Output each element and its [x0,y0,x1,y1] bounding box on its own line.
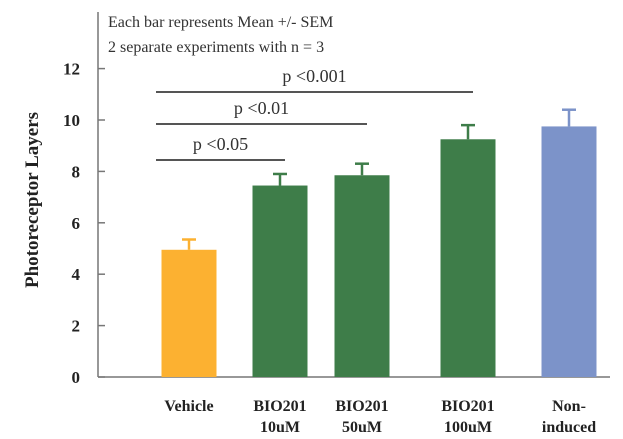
y-axis-label: Photoreceptor Layers [22,112,43,288]
x-tick-label: BIO201 [335,398,388,415]
bar [252,185,308,377]
significance-label: p <0.01 [234,98,289,118]
y-tick-label: 2 [72,317,81,336]
y-tick-label: 0 [72,368,81,387]
x-tick-label: Non- [552,398,586,415]
significance-label: p <0.001 [282,66,346,86]
y-tick-label: 10 [63,111,80,130]
bar [440,139,496,377]
y-tick-label: 8 [72,162,81,181]
y-tick-label: 6 [72,214,81,233]
x-tick-label: BIO201 [441,398,494,415]
annotation-mean-sem: Each bar represents Mean +/- SEM [108,14,333,31]
significance-label: p <0.05 [193,134,248,154]
y-tick-label: 4 [72,265,81,284]
bar [161,249,217,377]
x-tick-label-line2: 100uM [444,419,492,436]
annotation-experiments: 2 separate experiments with n = 3 [108,39,324,56]
bar [541,126,597,377]
x-tick-label-line2: 50uM [342,419,382,436]
bar [334,175,390,377]
y-tick-label: 12 [63,60,80,79]
x-tick-label-line2: 10uM [260,419,300,436]
x-tick-label: Vehicle [164,398,213,415]
x-tick-label-line2: induced [542,419,596,436]
x-tick-label: BIO201 [253,398,306,415]
